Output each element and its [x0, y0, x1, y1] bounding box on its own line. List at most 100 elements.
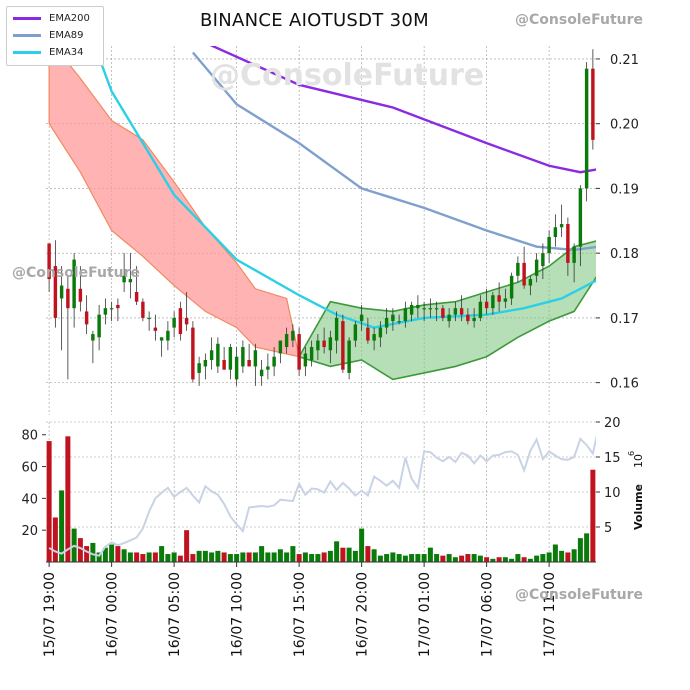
volume-bar: [384, 554, 390, 562]
chart-title: BINANCE AIOTUSDT 30M: [200, 10, 429, 31]
volume-bar: [484, 557, 490, 562]
volume-bar: [584, 533, 590, 562]
candle-body: [584, 68, 589, 189]
volume-bar: [290, 546, 296, 562]
candle-body: [72, 259, 76, 309]
volume-bar: [321, 552, 327, 562]
candle-body: [172, 317, 176, 328]
price-tick-label: 0.21: [610, 53, 639, 68]
candle-body: [478, 301, 483, 318]
volume-bar: [196, 550, 202, 562]
volume-bar: [121, 549, 127, 562]
candle-body: [216, 343, 220, 367]
candle-body: [472, 317, 476, 322]
price-tick-label: 0.16: [610, 377, 639, 392]
candle-body: [541, 253, 545, 267]
volume-left-tick-label: 80: [21, 429, 38, 444]
volume-bar: [597, 497, 602, 562]
candle-body: [578, 188, 583, 247]
volume-bar: [409, 554, 415, 562]
volume-bar: [259, 546, 265, 562]
volume-bar: [565, 552, 571, 562]
candle-body: [572, 246, 576, 263]
volume-bar: [215, 550, 221, 562]
x-tick-label: 17/07 06:00: [480, 572, 496, 657]
candle-body: [166, 330, 170, 341]
line-ema89: [191, 51, 596, 252]
volume-left-tick-label: 60: [21, 461, 38, 476]
candle-body: [466, 314, 470, 322]
volume-bar: [221, 552, 227, 562]
candle-body: [416, 304, 420, 309]
volume-bar: [546, 552, 552, 562]
volume-bar: [352, 550, 358, 562]
candle-body: [278, 340, 283, 354]
candle-body: [334, 317, 339, 341]
volume-ma-line: [48, 434, 596, 557]
volume-bar: [571, 549, 577, 562]
volume-bar: [84, 546, 90, 562]
candle-body: [491, 295, 495, 309]
volume-bar: [515, 554, 521, 562]
candle-body: [497, 295, 501, 302]
x-tick-label: 17/07 11:00: [542, 572, 558, 657]
volume-bar: [377, 555, 383, 562]
candle-body: [272, 356, 276, 367]
volume-bar: [396, 554, 402, 562]
volume-bar: [102, 547, 108, 562]
candle-body: [303, 353, 308, 367]
volume-bar: [502, 557, 508, 562]
volume-right-tick-label: 5: [604, 521, 612, 536]
x-tick-label: 16/07 00:00: [105, 572, 121, 657]
watermark-center: @ConsoleFuture: [210, 58, 485, 93]
price-tick-label: 0.17: [610, 312, 639, 327]
volume-bar: [471, 554, 477, 562]
volume-bar: [459, 555, 465, 562]
volume-plot: [46, 434, 602, 562]
volume-bar: [202, 550, 208, 562]
volume-bar: [346, 547, 352, 562]
price-tick-label: 0.19: [610, 182, 639, 197]
candle-body: [372, 334, 376, 341]
volume-bar: [209, 552, 215, 562]
volume-bar: [146, 552, 152, 562]
volume-bar: [446, 554, 452, 562]
candle-body: [441, 308, 445, 318]
volume-bar: [527, 558, 533, 562]
volume-bar: [309, 554, 315, 562]
legend: EMA200 EMA89 EMA34: [6, 6, 104, 66]
candle-body: [566, 224, 570, 263]
volume-axis-label: Volume: [632, 484, 645, 530]
volume-bar: [365, 546, 371, 562]
volume-bar: [509, 558, 515, 562]
volume-bar: [234, 554, 240, 562]
volume-bar: [127, 552, 133, 562]
candle-body: [91, 334, 95, 341]
candle-body: [522, 262, 526, 286]
x-tick-label: 15/07 19:00: [42, 572, 58, 657]
watermark-mid: @ConsoleFuture: [12, 265, 140, 281]
candle-body: [378, 327, 383, 338]
volume-bar: [252, 552, 258, 562]
candle-body: [353, 324, 358, 341]
candle-body: [453, 308, 458, 315]
x-tick-label: 17/07 01:00: [417, 572, 433, 657]
candle-body: [134, 292, 139, 302]
volume-bar: [184, 530, 190, 562]
volume-bar: [265, 552, 271, 562]
volume-bar: [190, 554, 196, 562]
candle-body: [316, 340, 320, 351]
candle-body: [59, 285, 64, 299]
volume-bar: [134, 552, 140, 562]
candle-body: [209, 350, 214, 360]
volume-bar: [277, 549, 283, 562]
candle-body: [322, 340, 326, 348]
legend-label-ema89: EMA89: [49, 29, 84, 41]
watermark-bottom: @ConsoleFuture: [515, 587, 643, 603]
bull-cloud: [297, 240, 596, 381]
candle-body: [428, 308, 433, 310]
legend-swatch-ema34: [13, 50, 41, 54]
volume-bar: [90, 542, 96, 562]
candle-body: [559, 224, 564, 228]
candle-body: [53, 266, 58, 318]
